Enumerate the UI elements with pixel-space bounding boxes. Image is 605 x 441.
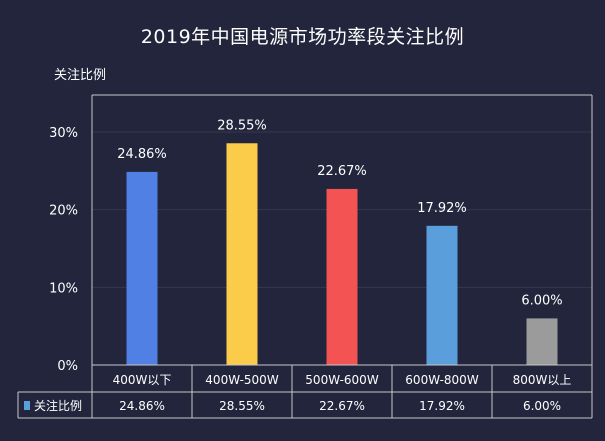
bar [526, 318, 558, 365]
x-tick-label: 400W-500W [205, 373, 279, 387]
table-value: 24.86% [119, 399, 165, 413]
y-tick-label: 30% [49, 126, 78, 141]
x-tick-label: 600W-800W [405, 373, 479, 387]
table-value: 28.55% [219, 399, 265, 413]
bar [226, 143, 258, 365]
x-tick-label: 800W以上 [513, 373, 572, 387]
bar [126, 171, 158, 365]
data-label: 17.92% [417, 201, 467, 216]
bar [326, 188, 358, 365]
data-label: 24.86% [117, 147, 167, 162]
x-tick-label: 400W以下 [113, 373, 172, 387]
y-axis-label: 关注比例 [54, 68, 107, 83]
table-value: 6.00% [523, 399, 561, 413]
legend-swatch [24, 401, 30, 410]
y-tick-label: 10% [49, 281, 78, 296]
legend-label: 关注比例 [34, 398, 82, 413]
chart-title: 2019年中国电源市场功率段关注比例 [140, 26, 465, 48]
bar [426, 225, 458, 365]
y-tick-label: 0% [57, 359, 78, 374]
data-label: 6.00% [521, 293, 562, 308]
x-tick-label: 500W-600W [305, 373, 379, 387]
data-label: 28.55% [217, 118, 267, 133]
data-label: 22.67% [317, 164, 367, 179]
table-value: 17.92% [419, 399, 465, 413]
table-value: 22.67% [319, 399, 365, 413]
y-tick-label: 20% [49, 204, 78, 219]
